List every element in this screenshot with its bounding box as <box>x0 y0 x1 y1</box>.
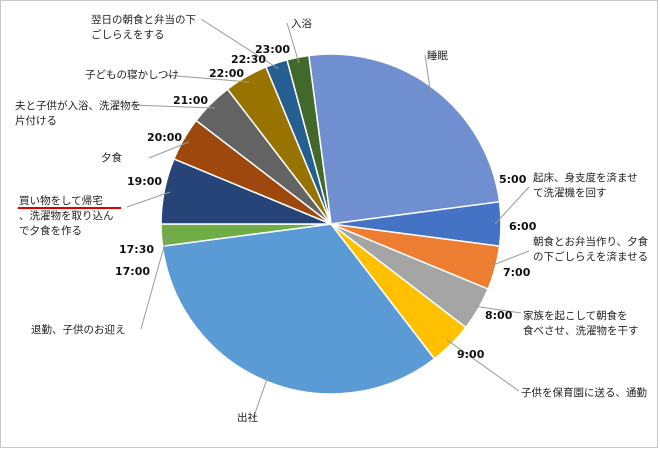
pie-slice-0 <box>307 53 501 225</box>
leader-line-0 <box>424 54 432 94</box>
tick-6-00: 6:00 <box>509 220 537 233</box>
leader-line-10 <box>164 74 250 83</box>
tick-21-00: 21:00 <box>173 94 208 107</box>
leader-line-2 <box>489 250 530 267</box>
label-bath: 入浴 <box>291 18 312 30</box>
tick-22-30: 22:30 <box>231 53 266 66</box>
tick-22-00: 22:00 <box>209 67 244 80</box>
leader-line-9 <box>130 104 216 109</box>
leader-line-5 <box>252 375 269 420</box>
label-work: 出社 <box>237 411 258 424</box>
tick-8-00: 8:00 <box>485 309 513 322</box>
leader-line-3 <box>472 305 522 314</box>
pie-slices <box>160 53 502 395</box>
tick-19-00: 19:00 <box>127 175 162 188</box>
label-prep-next-day: 翌日の朝食と弁当の下ごしらえをする <box>91 13 196 41</box>
label-family: 家族を起こして朝食を食べさせ、洗濯物を干す <box>523 309 639 337</box>
tick-7-00: 7:00 <box>503 266 531 279</box>
tick-23-00: 23:00 <box>255 43 290 56</box>
label-commute: 子供を保育園に送る、通勤 <box>521 386 647 399</box>
pie-slice-12 <box>286 54 332 225</box>
tick-5-00: 5:00 <box>499 173 527 186</box>
leader-line-8 <box>148 141 190 159</box>
label-sleep: 睡眠 <box>427 49 448 62</box>
label-breakfast: 朝食とお弁当作り、夕食の下ごしらえを済ませる <box>533 235 649 263</box>
leader-line-11 <box>200 18 279 70</box>
leader-line-7 <box>126 191 171 208</box>
leader-lines <box>126 18 530 420</box>
tick-17-00: 17:00 <box>115 265 150 278</box>
label-dinner: 夕食 <box>101 151 122 164</box>
label-shopping: 買い物をして帰宅、洗濯物を取り込んで夕食を作る <box>19 194 114 237</box>
label-leave-work: 退勤、子供のお迎え <box>31 323 126 336</box>
tick-17-30: 17:30 <box>119 243 154 256</box>
leader-line-1 <box>494 186 530 225</box>
leader-line-6 <box>140 234 168 330</box>
leader-line-4 <box>446 339 520 392</box>
tick-20-00: 20:00 <box>147 131 182 144</box>
label-wakeup: 起床、身支度を済ませて洗濯機を回す <box>533 171 638 199</box>
leader-line-12 <box>286 22 300 64</box>
tick-9-00: 9:00 <box>457 348 485 361</box>
label-bedtime: 子どもの寝かしつけ <box>85 68 179 81</box>
label-bath-family: 夫と子供が入浴、洗濯物を片付ける <box>15 99 141 127</box>
